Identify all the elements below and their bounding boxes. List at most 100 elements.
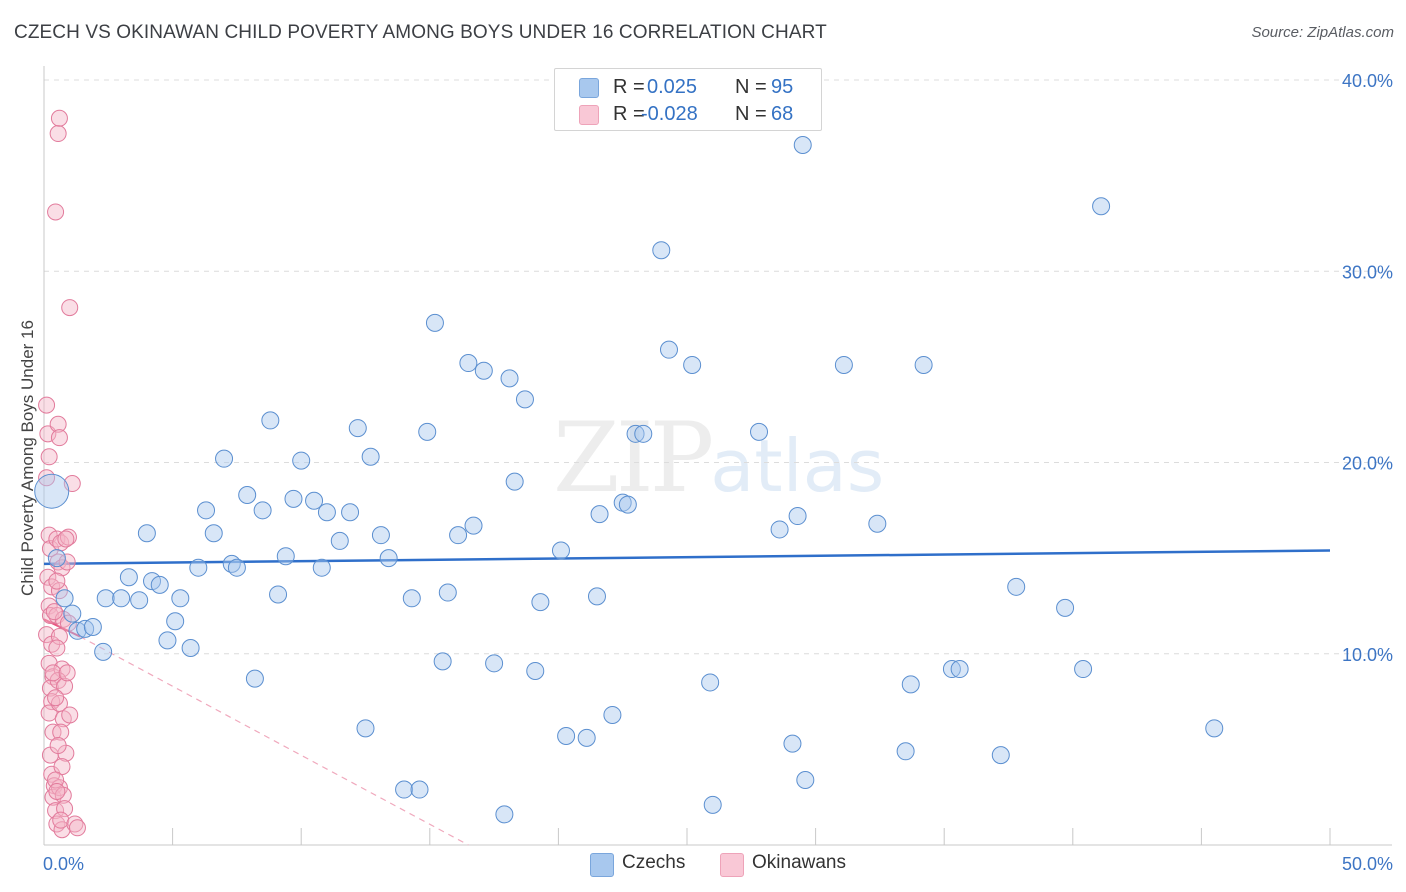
- czech-point: [551, 541, 570, 560]
- czech-point: [269, 585, 288, 604]
- okinawan-point: [57, 530, 75, 548]
- czech-point: [515, 390, 534, 409]
- czech-point: [119, 568, 138, 587]
- data-points: [34, 109, 1224, 839]
- czech-point: [197, 501, 216, 520]
- czech-point: [1007, 577, 1026, 596]
- czech-point: [47, 549, 66, 568]
- czech-point: [901, 675, 920, 694]
- okinawan-point: [68, 819, 86, 837]
- okinawan-point: [58, 664, 76, 682]
- czech-point: [1056, 598, 1075, 617]
- okinawan-point: [47, 689, 65, 707]
- czech-point: [68, 621, 87, 640]
- czech-point: [1074, 660, 1093, 679]
- r-value: -0.028: [641, 103, 698, 125]
- legend-label: Okinawans: [752, 852, 846, 873]
- watermark-zip: ZIP: [553, 402, 714, 514]
- czech-point: [227, 558, 246, 577]
- czechs-trend-line: [43, 549, 1331, 566]
- okinawan-point: [50, 429, 68, 447]
- czech-point: [166, 612, 185, 631]
- okinawans-legend-swatch: [720, 853, 744, 877]
- okinawan-point: [52, 811, 70, 829]
- czech-point: [590, 505, 609, 524]
- okinawan-point: [49, 737, 67, 755]
- czech-point: [330, 531, 349, 550]
- czech-point: [395, 780, 414, 799]
- czech-point: [341, 503, 360, 522]
- okinawan-point: [40, 448, 58, 466]
- czech-point: [83, 617, 102, 636]
- okinawan-point: [45, 603, 63, 621]
- okinawan-point: [38, 396, 56, 414]
- legend-label: Czechs: [622, 852, 686, 873]
- czech-point: [1205, 719, 1224, 738]
- czech-point: [245, 669, 264, 688]
- r-label: R =: [613, 103, 645, 125]
- czech-point: [402, 589, 421, 608]
- okinawans-swatch: [579, 105, 599, 125]
- r-value: 0.025: [647, 76, 698, 98]
- okinawan-point: [44, 664, 62, 682]
- czech-point: [942, 660, 961, 679]
- czech-point: [577, 728, 596, 747]
- czech-point: [896, 742, 915, 761]
- czech-point: [500, 369, 519, 388]
- czech-point: [96, 589, 115, 608]
- czech-point: [485, 654, 504, 673]
- watermark: ZIPatlas: [553, 402, 884, 514]
- czech-point: [505, 472, 524, 491]
- czech-point: [557, 726, 576, 745]
- czech-point: [34, 473, 70, 509]
- okinawan-point: [59, 614, 77, 632]
- czech-point: [868, 514, 887, 533]
- czech-point: [796, 770, 815, 789]
- okinawan-point: [49, 125, 67, 143]
- czech-point: [659, 340, 678, 359]
- czech-point: [215, 449, 234, 468]
- czech-point: [292, 451, 311, 470]
- czech-point: [361, 447, 380, 466]
- watermark-atlas: atlas: [710, 424, 885, 508]
- okinawan-point: [38, 626, 56, 644]
- czech-point: [788, 507, 807, 526]
- okinawan-point: [56, 800, 74, 818]
- czech-point: [991, 746, 1010, 765]
- czech-point: [158, 631, 177, 650]
- r-label: R =: [613, 76, 645, 98]
- czech-point: [618, 495, 637, 514]
- okinawan-point: [52, 723, 70, 741]
- okinawan-point: [48, 782, 66, 800]
- x-tick-label: 0.0%: [43, 854, 84, 874]
- czech-point: [130, 591, 149, 610]
- czech-point: [253, 501, 272, 520]
- okinawan-point: [39, 568, 57, 586]
- okinawan-point: [48, 572, 66, 590]
- czech-point: [526, 661, 545, 680]
- czech-point: [701, 673, 720, 692]
- stats-box: R = 0.025 N = 95 R = -0.028 N = 68: [554, 68, 822, 131]
- czechs-swatch: [579, 78, 599, 98]
- czech-point: [433, 652, 452, 671]
- czech-point: [459, 354, 478, 373]
- czech-point: [181, 639, 200, 658]
- czech-point: [317, 503, 336, 522]
- czech-point: [438, 583, 457, 602]
- chart-title: CZECH VS OKINAWAN CHILD POVERTY AMONG BO…: [14, 22, 827, 43]
- czech-point: [410, 780, 429, 799]
- czech-point: [371, 526, 390, 545]
- czech-point: [603, 705, 622, 724]
- czech-point: [683, 355, 702, 374]
- czech-point: [204, 524, 223, 543]
- czech-point: [238, 486, 257, 505]
- czech-point: [276, 547, 295, 566]
- czechs-legend-swatch: [590, 853, 614, 877]
- czech-point: [418, 422, 437, 441]
- czech-point: [284, 489, 303, 508]
- czech-point: [652, 241, 671, 260]
- okinawan-point: [58, 553, 76, 571]
- y-tick-label: 30.0%: [1342, 262, 1393, 282]
- n-label: N =: [735, 103, 767, 125]
- czech-point: [112, 589, 131, 608]
